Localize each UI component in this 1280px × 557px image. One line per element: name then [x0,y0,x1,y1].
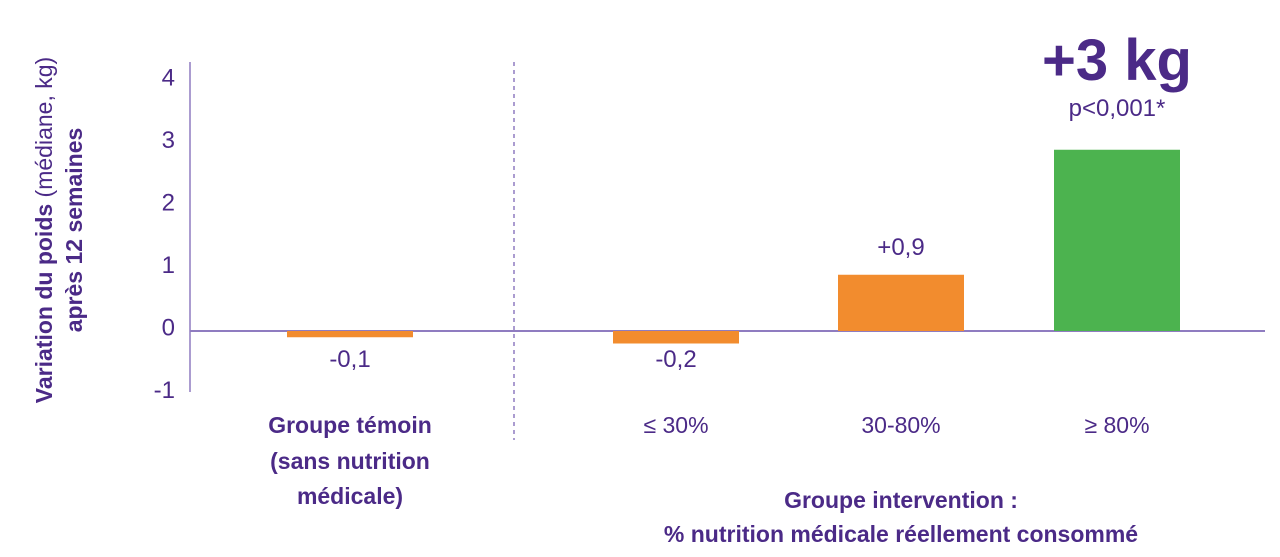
y-axis-title-bold: Variation du poids [31,204,57,403]
bar-3 [1054,149,1180,331]
data-label-2: +0,9 [877,234,924,261]
bar-1 [613,331,739,344]
data-label-0: -0,1 [329,346,370,373]
category-label-le30: ≤ 30% [643,412,708,438]
y-axis-title-line2: après 12 semaines [61,128,87,333]
bar-2 [838,274,964,331]
y-tick-label: 3 [162,127,175,154]
category-label-ge80: ≥ 80% [1084,412,1149,438]
control-label-line1: Groupe témoin [268,412,432,438]
data-label-1: -0,2 [655,346,696,373]
y-axis-title-regular: (médiane, kg) [31,57,57,204]
y-axis-title: Variation du poids (médiane, kg) après 1… [31,57,87,403]
category-label-30-80: 30-80% [861,412,940,438]
control-label-line2: (sans nutrition [270,448,430,474]
y-tick-label: 4 [162,64,175,91]
y-tick-label: 1 [162,252,175,279]
bars [287,149,1180,344]
bar-0 [287,331,413,338]
annotation-pvalue: p<0,001* [1069,95,1166,122]
control-label-line3: médicale) [297,483,403,509]
svg-text:Variation du poids (médiane, k: Variation du poids (médiane, kg) [31,57,57,403]
y-axis-ticks: 4 3 2 1 0 -1 [154,64,175,404]
y-tick-label: 0 [162,314,175,341]
control-group-label: Groupe témoin (sans nutrition médicale) [268,412,432,509]
data-labels: -0,1 -0,2 +0,9 [329,234,924,373]
intervention-title-line1: Groupe intervention : [784,487,1018,513]
intervention-title-line2: % nutrition médicale réellement consommé [664,521,1138,547]
y-tick-label: 2 [162,189,175,216]
y-tick-label: -1 [154,377,175,404]
annotation-main: +3 kg [1042,28,1192,93]
